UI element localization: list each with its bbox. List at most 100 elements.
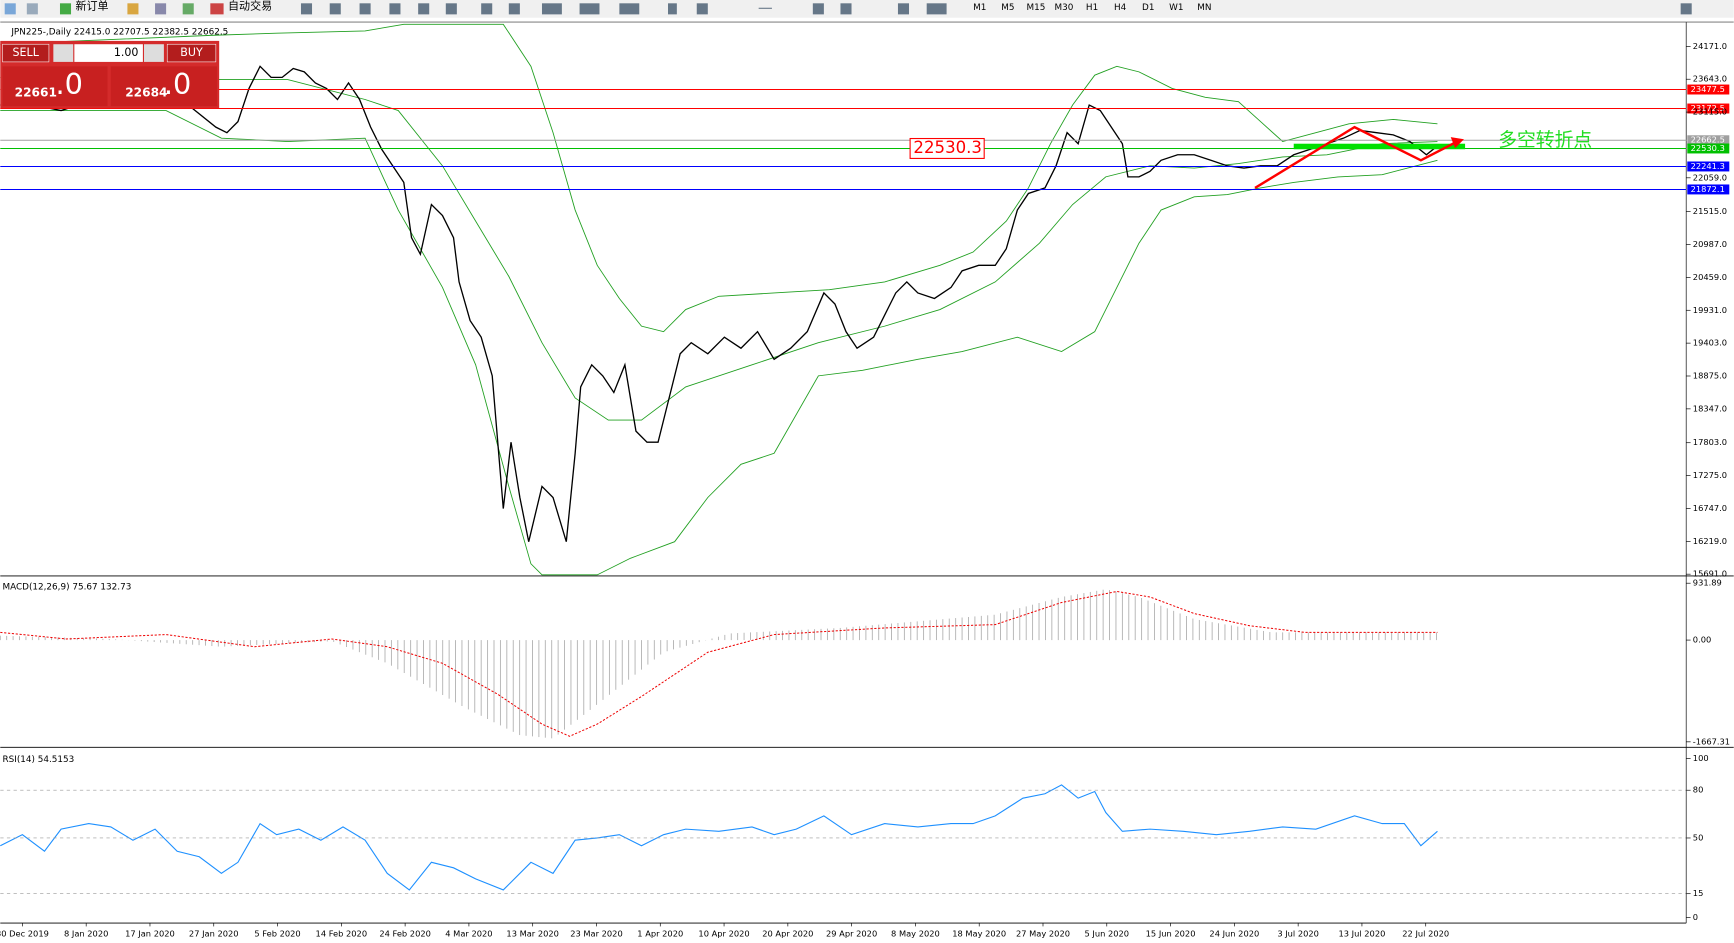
y-tick-label: 17275.0	[1693, 470, 1727, 480]
sell-price-box[interactable]	[2, 66, 108, 107]
icon[interactable]	[155, 3, 167, 15]
icon[interactable]	[696, 3, 708, 15]
icon[interactable]	[300, 3, 313, 15]
x-tick-label: 13 Mar 2020	[506, 929, 559, 939]
price-path	[0, 65, 1438, 542]
timeframe[interactable]: H1	[1086, 3, 1098, 13]
arrow-head	[1450, 137, 1464, 149]
timeframe[interactable]: H4	[1114, 3, 1127, 13]
x-tick-label: 22 Jul 2020	[1402, 929, 1449, 939]
bollinger-lower	[0, 110, 1438, 576]
new-order[interactable]: 新订单	[75, 0, 108, 13]
icon[interactable]	[840, 3, 852, 15]
icon[interactable]	[812, 3, 824, 15]
lot-down[interactable]	[53, 44, 74, 62]
y-tick-label: 50	[1693, 832, 1704, 842]
x-tick-label: 17 Jan 2020	[125, 929, 175, 939]
x-tick-label: 4 Mar 2020	[445, 929, 492, 939]
y-tick-label: 18347.0	[1693, 403, 1727, 413]
icon[interactable]	[59, 3, 72, 15]
y-tick-label: 19403.0	[1693, 338, 1727, 348]
y-tick-label: 23115.0	[1693, 107, 1727, 117]
annotation: 多空转折点	[1498, 129, 1592, 151]
icon[interactable]	[127, 3, 139, 15]
lot-input[interactable]	[74, 44, 143, 62]
y-tick-label: 0.00	[1693, 635, 1711, 645]
icon[interactable]	[897, 3, 910, 15]
x-tick-label: 15 Jun 2020	[1146, 929, 1196, 939]
icon[interactable]	[1680, 3, 1692, 15]
icon[interactable]	[668, 3, 677, 15]
price-level-label: 22241.3	[1691, 161, 1725, 171]
price-level-label: 21872.1	[1691, 184, 1725, 194]
price-annotation-box	[909, 137, 985, 159]
timeframe[interactable]: M15	[1026, 3, 1045, 13]
icon[interactable]	[445, 3, 457, 15]
icon[interactable]	[926, 3, 947, 15]
x-tick-label: 13 Jul 2020	[1338, 929, 1385, 939]
lot-up[interactable]	[143, 44, 164, 62]
y-tick-label: 0	[1693, 912, 1698, 922]
icon[interactable]	[758, 7, 772, 9]
rsi-label: RSI(14) 54.5153	[2, 755, 74, 765]
price-level-label: 22530.3	[1691, 143, 1725, 153]
buy-button[interactable]	[166, 43, 217, 63]
icon[interactable]	[4, 3, 16, 15]
y-tick-label: 16219.0	[1693, 536, 1727, 546]
timeframes: M1 M5 M15 M30 H1 H4 D1 W1 MN	[973, 3, 1211, 13]
icon[interactable]	[329, 3, 341, 15]
y-tick-label: 15	[1693, 888, 1704, 898]
price-level-label: 22662.5	[1691, 135, 1725, 145]
chart-header: JPN225-,Daily 22415.0 22707.5 22382.5 22…	[10, 28, 228, 38]
y-tick-label: -1667.31	[1693, 736, 1730, 746]
y-tick-label: 931.89	[1693, 578, 1722, 588]
y-tick-label: 17803.0	[1693, 437, 1727, 447]
timeframe[interactable]: M30	[1055, 3, 1074, 13]
y-tick-label: 15691.0	[1693, 569, 1727, 579]
timeframe[interactable]: M5	[1001, 3, 1014, 13]
bollinger-upper	[0, 23, 1438, 333]
sell-button[interactable]	[2, 43, 50, 63]
icon[interactable]	[359, 3, 371, 15]
buy-price[interactable]: 22684	[125, 85, 167, 99]
timeframe[interactable]: MN	[1197, 3, 1211, 13]
icon[interactable]	[182, 3, 194, 15]
buy-price-box[interactable]	[110, 66, 217, 107]
price-level-tag	[1687, 84, 1730, 95]
icon[interactable]	[418, 3, 430, 15]
timeframe[interactable]: D1	[1142, 3, 1154, 13]
x-tick-label: 27 May 2020	[1016, 929, 1070, 939]
y-tick-label: 22059.0	[1693, 172, 1727, 182]
auto-trading[interactable]: 自动交易	[228, 0, 272, 13]
lot-value[interactable]: 1.00	[114, 46, 139, 59]
buy-label[interactable]: BUY	[180, 46, 203, 59]
x-tick-label: 5 Jun 2020	[1085, 929, 1130, 939]
y-tick-label: 21515.0	[1693, 206, 1727, 216]
price-level-tag	[1687, 143, 1730, 154]
icon[interactable]	[389, 3, 401, 15]
icon[interactable]	[508, 3, 520, 15]
price-level-tag	[1687, 161, 1730, 172]
x-tick-label: 8 May 2020	[891, 929, 940, 939]
macd-label: MACD(12,26,9) 75.67 132.73	[2, 583, 131, 593]
sell-label[interactable]: SELL	[13, 46, 40, 59]
icon[interactable]	[541, 3, 562, 15]
sell-price-big[interactable]: .0	[56, 67, 83, 101]
price-level-tag	[1687, 103, 1730, 114]
icon[interactable]	[481, 3, 493, 15]
buy-price-big[interactable]: .0	[164, 67, 191, 101]
y-tick-label: 20987.0	[1693, 239, 1727, 249]
timeframe[interactable]: W1	[1169, 3, 1183, 13]
icon[interactable]	[26, 3, 38, 15]
x-tick-label: 8 Jan 2020	[64, 929, 108, 939]
sell-price[interactable]: 22661	[15, 85, 57, 99]
price-level-label: 23477.5	[1691, 84, 1725, 94]
trend-arrow	[1254, 125, 1458, 189]
timeframe[interactable]: M1	[973, 3, 986, 13]
icon[interactable]	[619, 3, 640, 15]
icon[interactable]	[210, 3, 224, 15]
y-tick-label: 18875.0	[1693, 370, 1727, 380]
x-tick-label: 3 Jul 2020	[1277, 929, 1319, 939]
icon[interactable]	[579, 3, 600, 15]
toolbar: 新订单 自动交易 M1 M5 M15 M30 H1 H4 D1 W1 MN	[0, 0, 1734, 18]
